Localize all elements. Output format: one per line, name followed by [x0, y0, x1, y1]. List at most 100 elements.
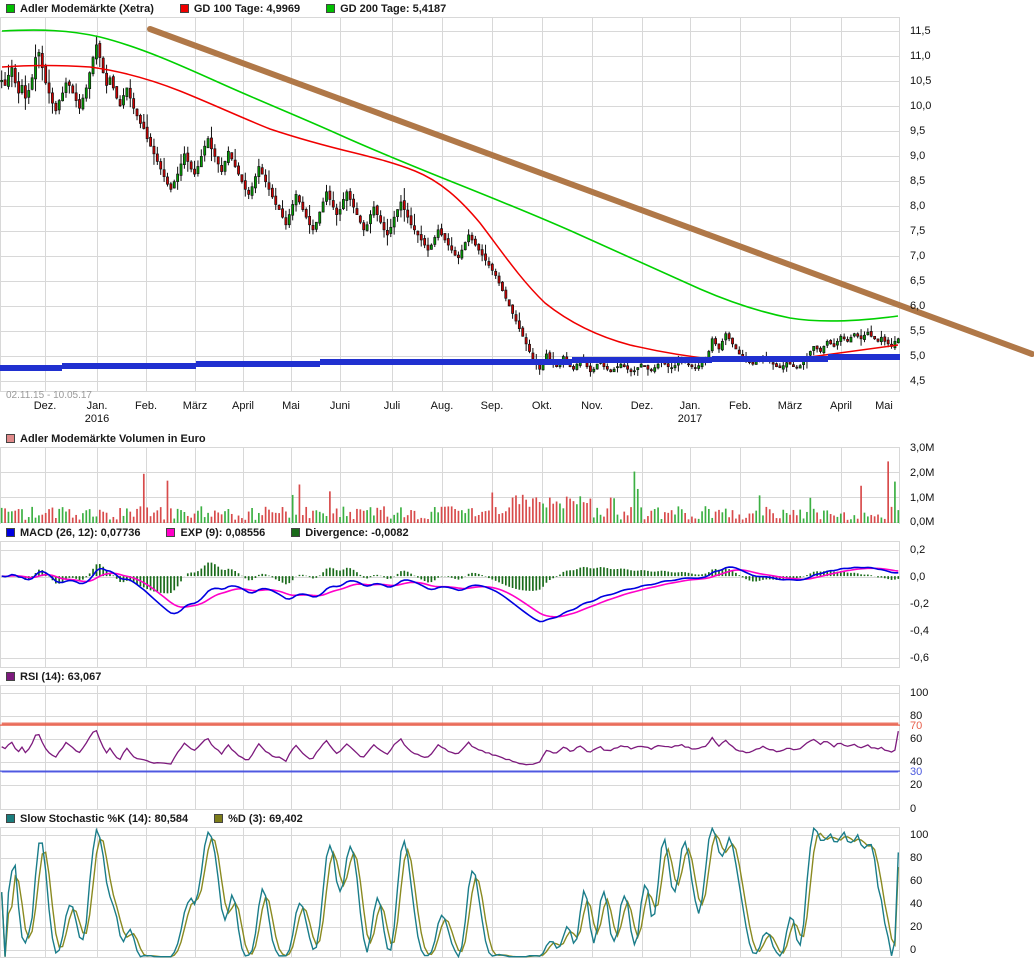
color-swatch-icon — [214, 814, 224, 823]
support-line — [0, 354, 900, 371]
y-tick-label: 11,5 — [910, 25, 931, 37]
y-tick-label: 0 — [910, 803, 917, 815]
x-tick-juli: Juli — [383, 400, 401, 412]
color-swatch-icon — [6, 4, 15, 13]
price-plot-svg — [0, 17, 1034, 392]
rsi-panel: RSI (14): 63,067 — [0, 668, 1034, 815]
y-tick-label: 3,0M — [910, 442, 935, 454]
stochastic-plot-svg — [0, 827, 900, 958]
y-tick-label: 0,0 — [910, 571, 926, 583]
legend-label: GD 200 Tage: 5,4187 — [340, 2, 447, 15]
legend-item-instrument[interactable]: Adler Modemärkte (Xetra) — [6, 3, 154, 15]
macd-plot[interactable]: 0,2 0,0 -0,2 -0,4 -0,6 — [0, 541, 1034, 668]
color-swatch-icon — [291, 528, 301, 537]
legend-item-divergence[interactable]: Divergence: -0,0082 — [291, 527, 409, 539]
y-tick-label: 4,5 — [910, 375, 926, 387]
y-tick-label: 1,0M — [910, 492, 935, 504]
x-tick-juni: Juni — [329, 400, 351, 412]
color-swatch-icon — [6, 528, 15, 537]
y-tick-label: -0,2 — [910, 598, 929, 610]
macd-legend: MACD (26, 12): 0,07736 EXP (9): 0,08556 … — [0, 524, 1034, 541]
x-tick-mai-2017: Mai — [875, 400, 893, 412]
y-tick-label: 100 — [910, 829, 929, 841]
x-tick-feb-2017: Feb. — [728, 400, 752, 412]
y-tick-label: 0,0M — [910, 516, 935, 528]
volume-panel: Adler Modemärkte Volumen in Euro — [0, 430, 1034, 528]
y-tick-label: 60 — [910, 875, 923, 887]
legend-item-macd[interactable]: MACD (26, 12): 0,07736 — [6, 527, 140, 539]
legend-label: Adler Modemärkte Volumen in Euro — [20, 432, 206, 445]
y-tick-label: 2,0M — [910, 467, 935, 479]
legend-item-rsi[interactable]: RSI (14): 63,067 — [6, 671, 101, 683]
downtrend-line — [147, 26, 1034, 357]
x-tick-feb: Feb. — [134, 400, 158, 412]
price-legend: Adler Modemärkte (Xetra) GD 100 Tage: 4,… — [0, 0, 1034, 17]
legend-label: RSI (14): 63,067 — [20, 670, 102, 683]
stochastic-k-line — [0, 827, 900, 958]
x-tick-jan-2016: Jan. 2016 — [84, 400, 110, 425]
volume-plot-svg — [0, 447, 900, 524]
legend-item-gd200[interactable]: GD 200 Tage: 5,4187 — [326, 3, 446, 15]
x-tick-jan-2017: Jan. 2017 — [677, 400, 703, 425]
rsi-plot[interactable]: 100 80 70 60 40 30 20 0 — [0, 685, 1034, 815]
legend-label: MACD (26, 12): 0,07736 — [20, 526, 141, 539]
volume-plot[interactable]: 3,0M 2,0M 1,0M 0,0M — [0, 442, 1034, 528]
y-tick-label: 60 — [910, 733, 923, 745]
legend-item-stoch-d[interactable]: %D (3): 69,402 — [214, 813, 303, 825]
x-tick-april-2017: April — [829, 400, 853, 412]
stochastic-plot[interactable]: 100 80 60 40 20 0 — [0, 827, 1034, 958]
stochastic-y-axis: 100 80 60 40 20 0 — [900, 827, 1034, 958]
rsi-plot-svg — [0, 685, 900, 810]
x-tick-aug: Aug. — [430, 400, 454, 412]
y-tick-label: 8,0 — [910, 200, 926, 212]
volume-legend: Adler Modemärkte Volumen in Euro — [0, 430, 1034, 447]
color-swatch-icon — [166, 528, 176, 537]
y-tick-label: 10,0 — [910, 100, 932, 112]
x-tick-dez-2016: Dez. — [630, 400, 654, 412]
macd-panel: MACD (26, 12): 0,07736 EXP (9): 0,08556 … — [0, 524, 1034, 668]
legend-item-stoch-k[interactable]: Slow Stochastic %K (14): 80,584 — [6, 813, 188, 825]
price-x-axis: Dez. Jan. 2016 Feb. März April Mai Juni J… — [0, 400, 1034, 432]
y-tick-label: 40 — [910, 898, 923, 910]
x-tick-maerz: März — [182, 400, 208, 412]
legend-label: Slow Stochastic %K (14): 80,584 — [20, 812, 189, 825]
y-tick-label: 0,2 — [910, 544, 926, 556]
y-tick-label: 7,5 — [910, 225, 926, 237]
y-tick-label: 5,0 — [910, 350, 926, 362]
y-tick-label: 5,5 — [910, 325, 926, 337]
date-range-label: 02.11.15 - 10.05.17 — [6, 390, 92, 401]
y-tick-label: 9,5 — [910, 125, 926, 137]
price-panel: Adler Modemärkte (Xetra) GD 100 Tage: 4,… — [0, 0, 1034, 430]
y-tick-label: 40 — [910, 756, 923, 768]
price-plot[interactable]: 11,5 11,0 10,5 10,0 9,5 9,0 8,5 8,0 7,5 … — [0, 17, 1034, 392]
rsi-line — [1, 729, 899, 766]
y-tick-label: 20 — [910, 921, 923, 933]
stochastic-panel: Slow Stochastic %K (14): 80,584 %D (3): … — [0, 810, 1034, 958]
y-tick-label: 6,5 — [910, 275, 926, 287]
legend-item-exp[interactable]: EXP (9): 0,08556 — [166, 527, 265, 539]
volume-y-axis: 3,0M 2,0M 1,0M 0,0M — [900, 442, 1034, 528]
y-tick-label: 20 — [910, 779, 923, 791]
legend-label: %D (3): 69,402 — [228, 812, 303, 825]
rsi-legend: RSI (14): 63,067 — [0, 668, 1034, 685]
y-tick-label: 11,0 — [910, 50, 931, 62]
y-tick-label: 9,0 — [910, 150, 926, 162]
macd-plot-svg — [0, 541, 900, 668]
legend-item-gd100[interactable]: GD 100 Tage: 4,9969 — [179, 2, 301, 15]
price-y-axis: 11,5 11,0 10,5 10,0 9,5 9,0 8,5 8,0 7,5 … — [900, 17, 1034, 392]
x-tick-sep: Sep. — [480, 400, 504, 412]
legend-label: GD 100 Tage: 4,9969 — [193, 2, 301, 15]
y-tick-label: 6,0 — [910, 300, 926, 312]
y-tick-label: -0,6 — [910, 652, 929, 664]
macd-y-axis: 0,2 0,0 -0,2 -0,4 -0,6 — [900, 541, 1034, 668]
y-tick-label: 7,0 — [910, 250, 926, 262]
legend-label: EXP (9): 0,08556 — [180, 526, 266, 539]
x-tick-mai: Mai — [282, 400, 300, 412]
color-swatch-icon — [6, 434, 15, 443]
y-tick-label: 100 — [910, 687, 929, 699]
legend-item-volume[interactable]: Adler Modemärkte Volumen in Euro — [6, 433, 206, 445]
y-tick-label: 10,5 — [910, 75, 932, 87]
legend-label: Adler Modemärkte (Xetra) — [20, 2, 154, 15]
rsi-overbought-fill — [1, 722, 899, 726]
